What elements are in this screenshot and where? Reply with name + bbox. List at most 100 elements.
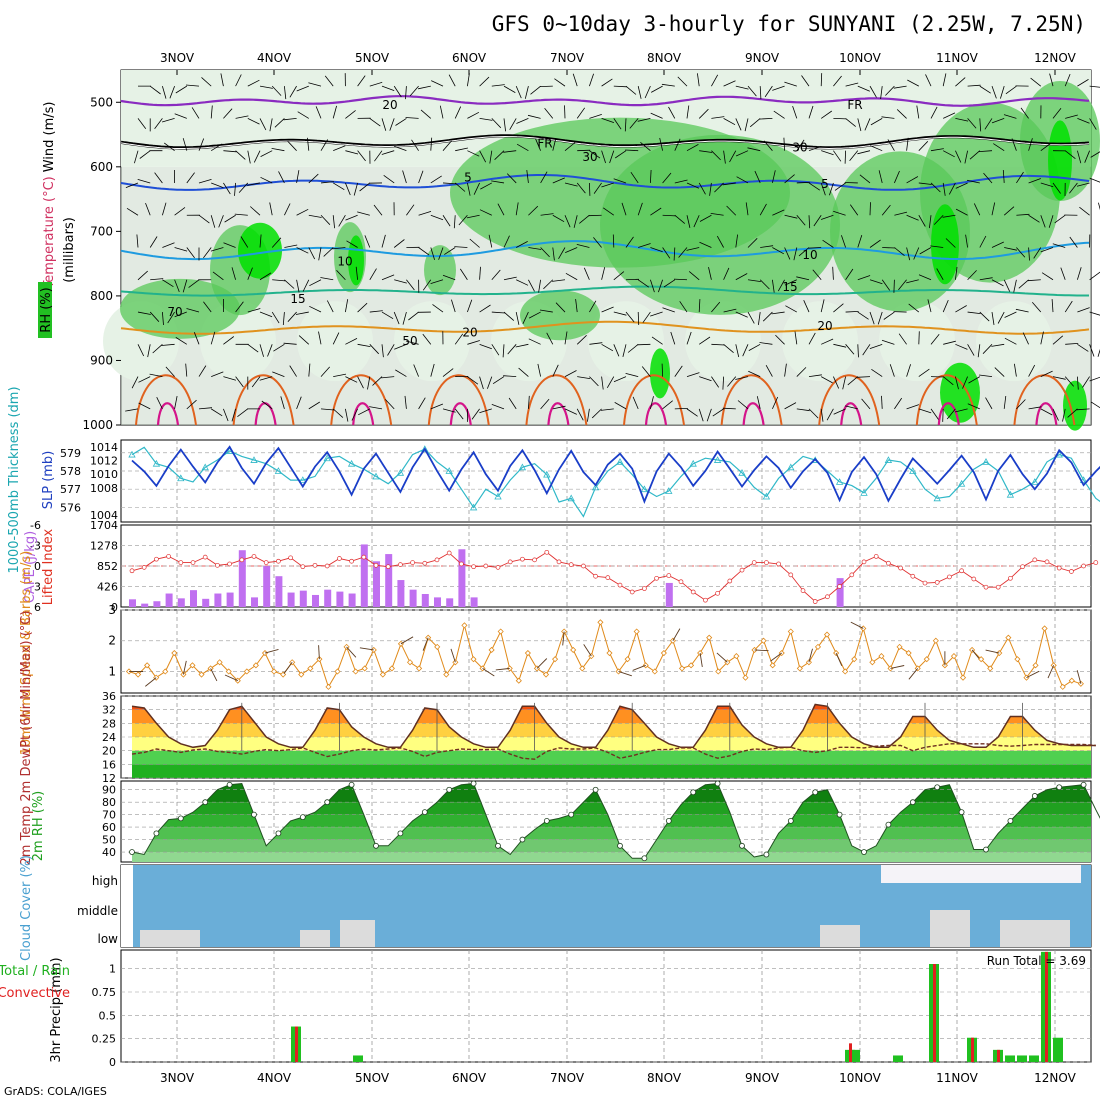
rh-point [1007,817,1014,824]
wind-barb [163,142,175,152]
thickness-point [323,454,331,462]
rh-point [1080,781,1087,788]
cape-bar [202,598,210,607]
wind-barb-10m [224,674,238,682]
wind-speed-point [461,622,468,629]
li-point [861,559,867,565]
wind-barb [332,408,344,418]
wind-speed-point [352,668,359,675]
cape-bar [214,593,222,607]
wind-barb [231,267,236,280]
wind-barb [497,203,505,216]
wind-barb [345,182,351,196]
wind-barb [637,86,642,99]
pressure-tick-label: 600 [90,160,113,174]
wind-barb [1028,406,1042,410]
wind-barb [454,333,464,345]
wind-barb [357,343,371,347]
wind-barb [711,343,725,346]
thickness-point [787,463,795,471]
li-point [898,565,903,571]
li-point [934,580,940,585]
wind-barb [842,376,846,390]
wind-barb [576,107,586,119]
wind-barb [637,312,640,326]
wind-barb [235,150,246,160]
wind-barb [820,408,824,422]
credit-text: GrADS: COLA/IGES [4,1085,107,1098]
wind-speed-point [180,671,187,678]
wind-speed-point [388,665,395,672]
li-point [398,562,403,567]
dewpoint-line [131,743,1096,760]
wind-barb [1077,79,1089,87]
wind-barb [137,118,147,130]
wind-speed-point [162,668,169,675]
wind-speed-point [515,677,522,684]
wind-barb [668,106,676,119]
wind-barb [601,306,614,313]
wind-barb [469,238,480,248]
date-label-top: 3NOV [160,51,195,65]
chart-title: GFS 0~10day 3-hourly for SUNYANI (2.25W,… [492,12,1086,36]
wind-barb [576,244,590,248]
wind-barb [849,150,859,162]
wind-barb [679,301,688,313]
wind-speed-point [406,659,414,666]
li-point [910,573,916,579]
wind-barb [259,311,273,318]
thickness-point [274,467,283,474]
date-label-bottom: 11NOV [936,1071,978,1085]
wind-barb [982,344,993,354]
wind-barb [662,214,676,217]
wind-barb [210,105,213,119]
wind-barb [834,182,846,191]
wind-barb-10m [536,658,548,669]
wind-barb [930,408,939,420]
li-point [642,586,647,591]
date-label-bottom: 4NOV [257,1071,292,1085]
wind-barb [564,408,577,415]
cape-tick: 426 [97,581,118,594]
wind-barb [613,118,622,130]
wind-barb [167,311,175,324]
wind-barb [152,344,163,354]
wind-barb [845,311,859,313]
wind-barb [555,302,566,313]
wind-barb [759,86,762,100]
wind-barb [234,213,248,216]
wind-barb [698,408,704,422]
li-point [690,589,696,595]
li-point [873,554,879,559]
wind-barb [964,150,968,164]
wind-barb-10m [495,667,510,671]
rh-saturated-patch [1048,120,1072,201]
wind-barb [677,76,688,87]
wind-barb [295,311,309,315]
contour-25c [232,374,295,426]
wind-barb [1077,307,1090,313]
wind-barb [977,344,981,358]
wind-barb [812,269,822,281]
wind10m-label: 10m Wind Speed & Barbs (m/s) [19,551,34,756]
wind-barb [211,371,224,377]
wind-barb [136,234,139,248]
temp-tick: 36 [102,690,116,703]
rh-contour-label: 30 [582,150,597,164]
wind-barb [906,176,919,184]
wind-barb [1016,247,1026,258]
wind-barb [345,110,356,119]
wind-barb [451,299,456,313]
wind-barb [955,266,958,280]
wind-barb [735,118,742,131]
wind-barb [784,174,795,184]
wind-barb [260,150,273,157]
wind-speed-point [144,662,151,669]
rh-saturated-patch [1063,380,1087,431]
li-point [337,556,342,561]
wind-barb [927,299,932,313]
wind-barb [808,247,822,249]
wind-barb-10m [985,649,1000,654]
wind-barb [991,343,1005,347]
panel-frame-slp [120,439,1092,523]
